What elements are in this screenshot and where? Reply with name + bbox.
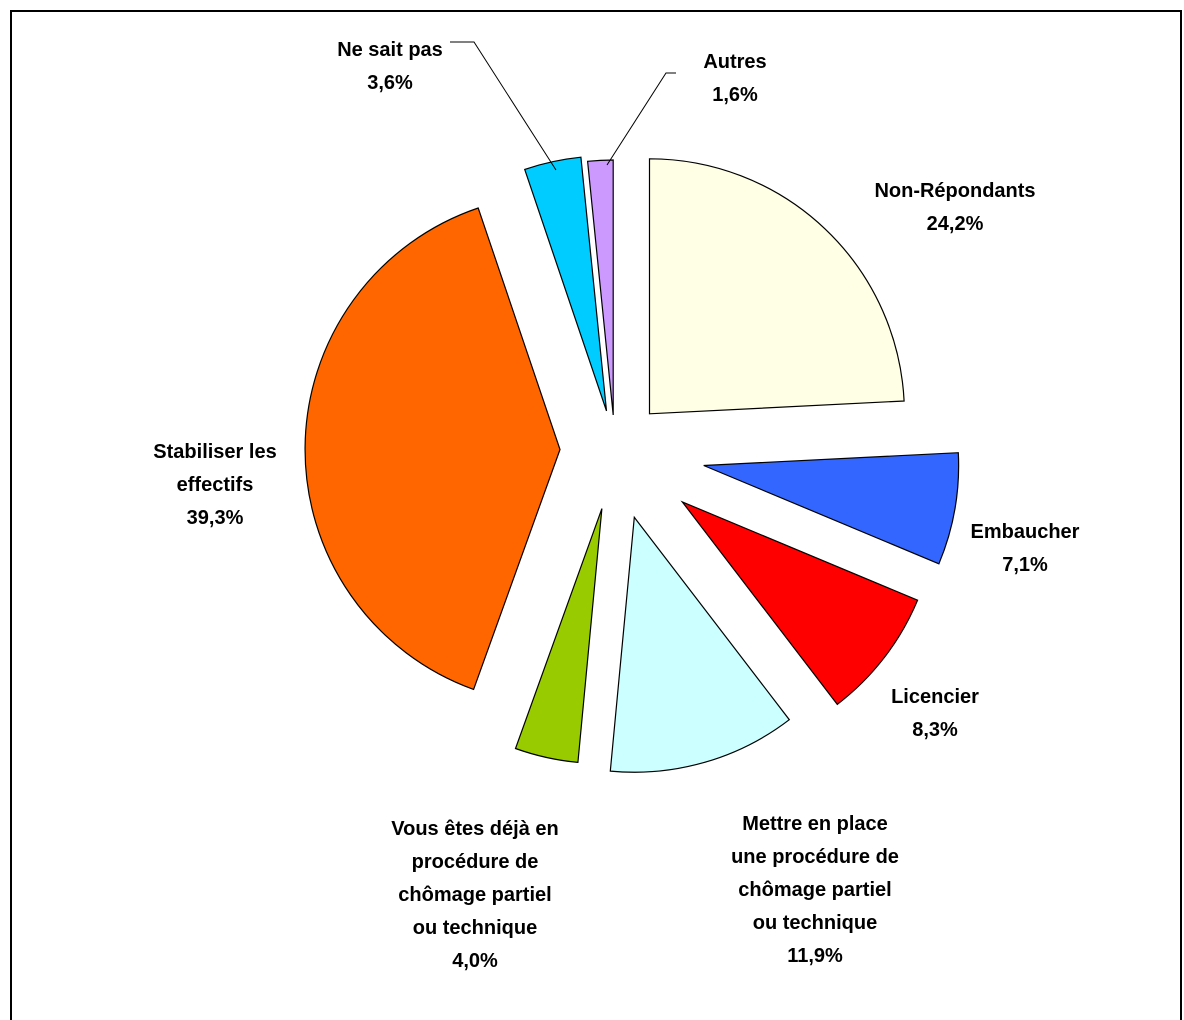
pie-slice-2 — [680, 500, 919, 706]
pie-slice-0 — [648, 158, 905, 415]
slice-label-0: Non-Répondants 24,2% — [874, 180, 1035, 235]
slice-label-3: Mettre en place une procédure de chômage p… — [731, 813, 899, 967]
slice-label-7: Autres 1,6% — [703, 51, 766, 106]
pie-slice-7 — [586, 159, 614, 416]
pie-slice-6 — [523, 156, 608, 412]
pie-slice-5 — [304, 207, 561, 691]
slice-label-6: Ne sait pas 3,6% — [337, 39, 443, 94]
leader-lines — [450, 41, 676, 171]
chart-frame — [10, 10, 1182, 1020]
slice-label-4: Vous êtes déjà en procédure de chômage par… — [391, 818, 558, 972]
leader-ne-sait-pas — [450, 41, 557, 171]
slice-labels: Non-Répondants 24,2% Embaucher 7,1% Licencie… — [153, 39, 1079, 972]
pie-slices — [304, 156, 960, 773]
slice-label-1: Embaucher 7,1% — [971, 521, 1080, 576]
slice-label-5: Stabiliser les effectifs 39,3% — [153, 441, 276, 529]
pie-slice-4 — [514, 508, 603, 764]
pie-slice-1 — [703, 452, 960, 565]
slice-label-2: Licencier 8,3% — [891, 686, 979, 741]
pie-slice-3 — [609, 515, 791, 773]
leader-autres — [606, 72, 676, 166]
